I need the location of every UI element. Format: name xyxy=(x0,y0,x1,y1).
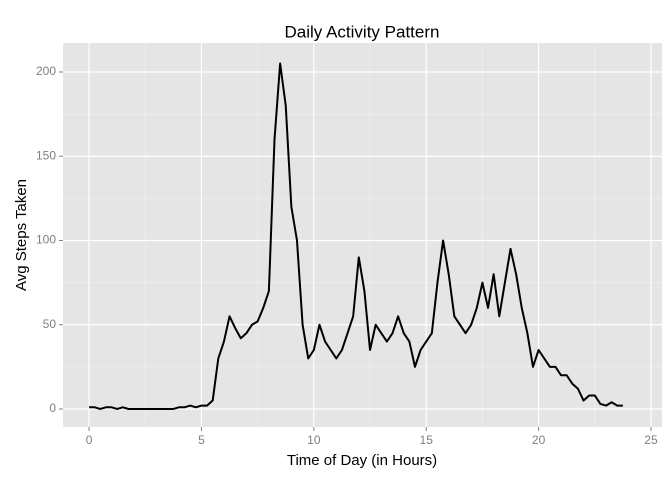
x-tick-label: 0 xyxy=(86,433,93,447)
y-tick-label: 0 xyxy=(49,401,56,415)
x-axis-title: Time of Day (in Hours) xyxy=(287,452,437,469)
y-tick-label: 100 xyxy=(36,233,56,247)
x-tick-label: 25 xyxy=(644,433,658,447)
y-tick-label: 50 xyxy=(43,317,57,331)
chart-title: Daily Activity Pattern xyxy=(285,22,440,41)
y-tick-label: 200 xyxy=(36,64,56,78)
data-line xyxy=(89,62,623,410)
plot-panel xyxy=(63,43,662,427)
x-tick-label: 10 xyxy=(307,433,321,447)
x-tick-label: 15 xyxy=(420,433,434,447)
y-tick-label: 150 xyxy=(36,148,56,162)
y-axis-title: Avg Steps Taken xyxy=(13,179,30,291)
x-tick-label: 20 xyxy=(532,433,546,447)
x-tick-label: 5 xyxy=(198,433,205,447)
